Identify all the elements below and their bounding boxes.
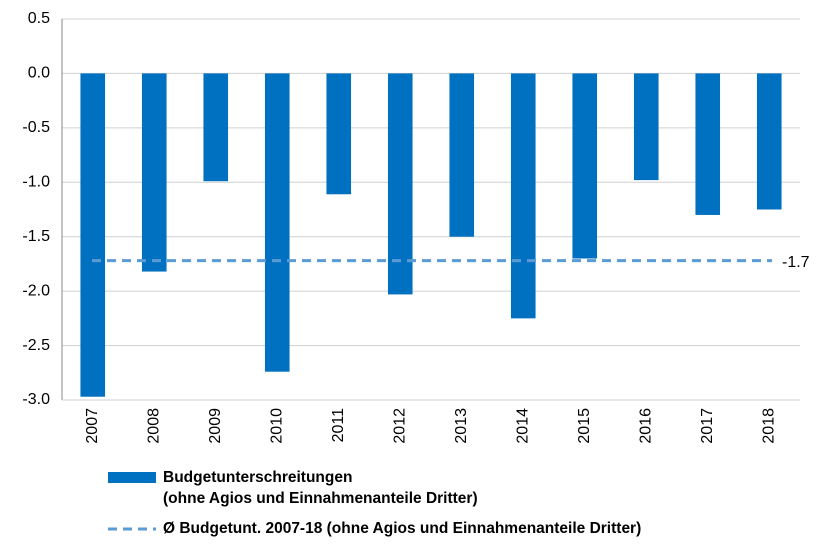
y-tick-label: 0.5 [28,10,50,27]
x-tick-label: 2012 [391,408,408,444]
legend-label: Ø Budgetunt. 2007-18 (ohne Agios und Ein… [163,520,641,537]
bar [756,73,782,210]
x-tick-label: 2008 [145,408,162,444]
x-tick-label: 2009 [207,408,224,444]
y-tick-label: -0.5 [22,119,50,136]
legend: Budgetunterschreitungen (ohne Agios und … [108,469,641,537]
y-tick-label: -2.5 [22,337,50,354]
legend-label: (ohne Agios und Einnahmenanteile Dritter… [163,490,478,507]
y-tick-label: -1.0 [22,174,50,191]
bar [449,73,475,237]
x-tick-label: 2018 [760,408,777,444]
average-label: -1.7 [782,254,810,271]
bar [695,73,721,215]
x-tick-label: 2011 [330,408,347,443]
bar [203,73,229,182]
bar [141,73,167,272]
legend-swatch [108,472,156,483]
x-tick-label: 2017 [699,408,716,444]
y-tick-label: 0.0 [28,65,50,82]
y-tick-label: -2.0 [22,282,50,299]
x-tick-label: 2007 [84,408,101,444]
bar [572,73,598,259]
y-tick-label: -3.0 [22,391,50,408]
x-tick-label: 2013 [453,408,470,444]
bar [264,73,290,372]
bar [510,73,536,319]
x-tick-label: 2010 [268,408,285,444]
bar [387,73,413,295]
x-tick-label: 2016 [637,408,654,444]
y-tick-label: -1.5 [22,228,50,245]
legend-label: Budgetunterschreitungen [163,469,352,486]
bar [633,73,659,181]
bar [326,73,352,195]
bar [80,73,106,397]
x-tick-label: 2014 [514,408,531,444]
x-tick-label: 2015 [576,408,593,444]
